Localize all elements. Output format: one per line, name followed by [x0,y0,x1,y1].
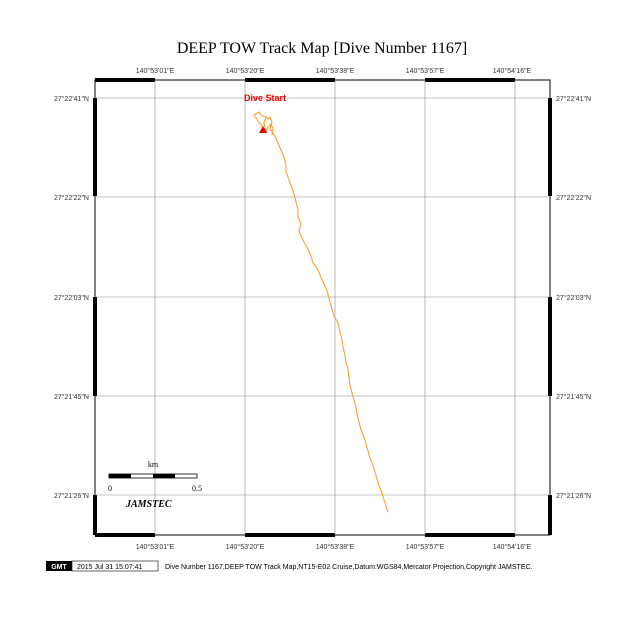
lon-tick-bottom-5: 140°54'16"E [493,543,532,551]
lon-tick-bottom-2: 140°53'20"E [226,543,265,551]
lat-tick-right-3: 27°22'03"N [556,294,591,302]
lon-tick-top-4: 140°53'57"E [406,67,445,75]
graticule [95,80,550,535]
gmt-badge-text: GMT [51,564,67,571]
lat-tick-right-4: 27°21'45"N [556,393,591,401]
lon-tick-top-1: 140°53'01"E [136,67,175,75]
lat-tick-left-3: 27°22'03"N [54,294,89,302]
footer-caption: Dive Number 1167,DEEP TOW Track Map,NT15… [165,564,533,571]
timestamp: 2015 Jul 31 15:07:41 [77,564,142,571]
map-title: DEEP TOW Track Map [Dive Number 1167] [177,40,467,57]
lon-tick-bottom-1: 140°53'01"E [136,543,175,551]
timestamp-box [71,560,159,572]
scale-start-label: 0 [108,484,112,493]
lat-tick-right-5: 27°21'26"N [556,492,591,500]
jamstec-logo: JAMSTEC [125,499,172,510]
dive-start-label: Dive Start [244,93,286,103]
lon-tick-bottom-3: 140°53'38"E [316,543,355,551]
lon-tick-top-3: 140°53'38"E [316,67,355,75]
lon-tick-top-5: 140°54'16"E [493,67,532,75]
dive-track-start-loop [263,116,274,136]
lat-tick-left-2: 27°22'22"N [54,194,89,202]
lat-tick-right-2: 27°22'22"N [556,194,591,202]
scale-bar: km 0 0.5 [108,460,202,493]
map-frame [94,79,551,536]
dive-start-marker [259,126,267,133]
lat-tick-left-1: 27°22'41"N [54,95,89,103]
gmt-badge: GMT [46,561,72,571]
lat-tick-left-5: 27°21'26"N [54,492,89,500]
lat-tick-left-4: 27°21'45"N [54,393,89,401]
frame-bars [93,78,552,537]
lon-tick-top-2: 140°53'20"E [226,67,265,75]
dive-track [253,111,389,513]
lon-tick-bottom-4: 140°53'57"E [406,543,445,551]
lat-tick-right-1: 27°22'41"N [556,95,591,103]
scale-unit: km [148,460,159,469]
scale-end-label: 0.5 [192,484,202,493]
